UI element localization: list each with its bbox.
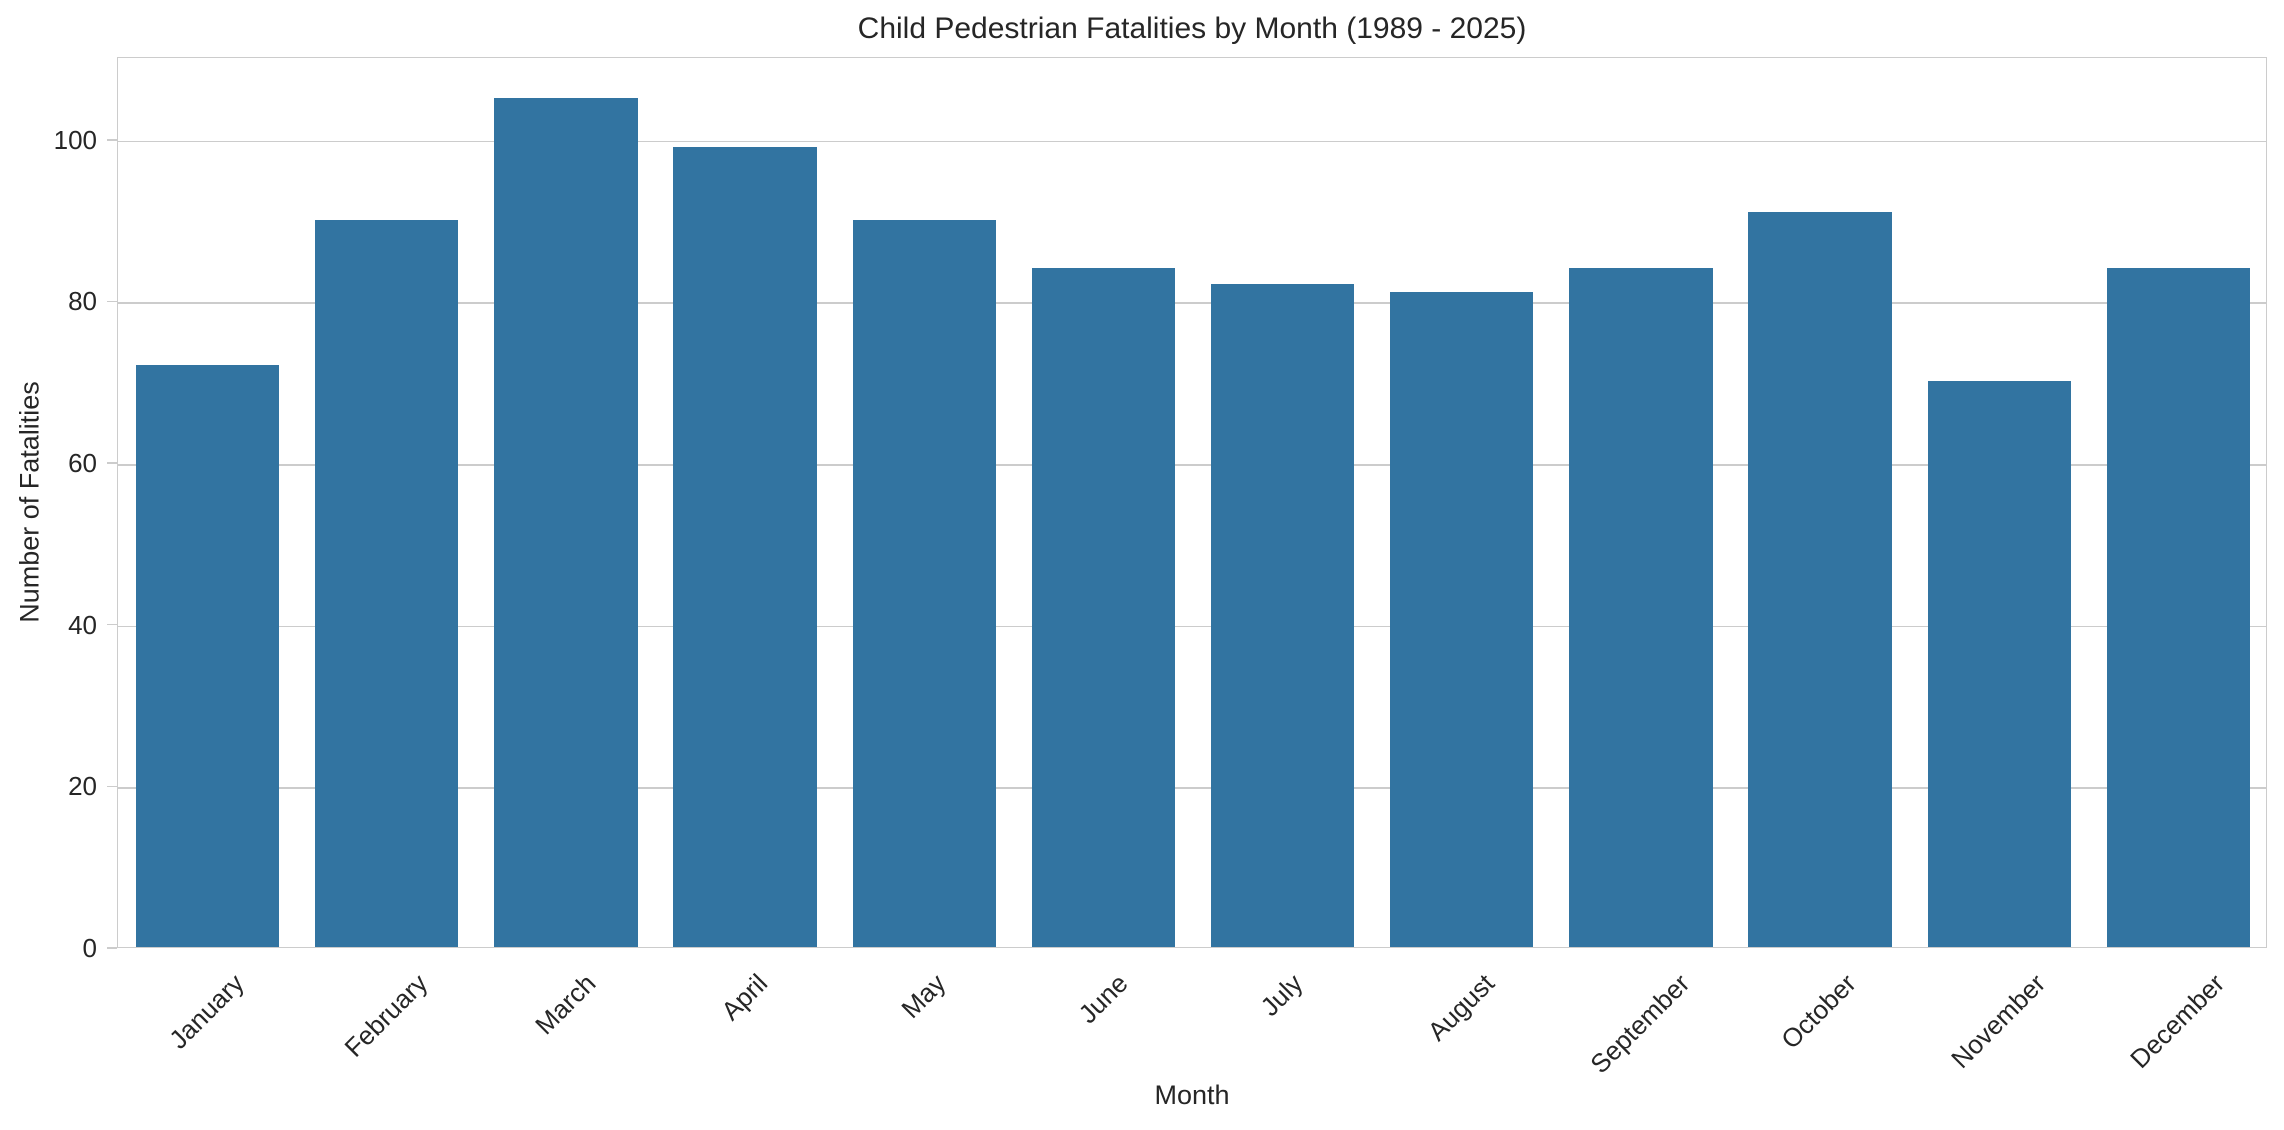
bar-april: [673, 146, 817, 947]
gridline-80: [118, 302, 2266, 304]
x-tick-label-february: February: [338, 968, 434, 1063]
gridline-100: [118, 140, 2266, 143]
bar-january: [135, 365, 280, 947]
x-tick-label-december: December: [2124, 968, 2231, 1075]
y-tick-label-60: 60: [68, 448, 97, 479]
y-tick-mark-20: [107, 785, 117, 788]
y-tick-label-20: 20: [68, 771, 97, 802]
x-axis-label: Month: [1154, 1080, 1230, 1110]
y-tick-label-0: 0: [82, 933, 97, 963]
gridline-20: [118, 787, 2266, 789]
x-tick-label-october: October: [1775, 968, 1863, 1055]
y-axis-label: Number of Fatalities: [14, 381, 45, 623]
bar-december: [2106, 268, 2251, 947]
x-tick-label-march: March: [528, 968, 602, 1041]
x-tick-label-july: July: [1254, 968, 1309, 1022]
x-tick-label-june: June: [1072, 968, 1134, 1030]
bar-february: [315, 219, 459, 947]
bar-november: [1927, 381, 2071, 947]
bar-july: [1210, 284, 1355, 947]
x-tick-label-november: November: [1945, 968, 2052, 1075]
y-tick-mark-100: [107, 139, 117, 141]
plot-area: [117, 57, 2267, 948]
bar-september: [1569, 268, 1713, 947]
x-tick-label-may: May: [895, 968, 952, 1024]
bar-june: [1031, 268, 1176, 947]
gridline-40: [118, 625, 2266, 628]
x-tick-label-january: January: [162, 968, 250, 1055]
x-tick-label-september: September: [1584, 968, 1696, 1080]
y-tick-label-100: 100: [53, 124, 97, 155]
y-tick-mark-60: [107, 462, 117, 464]
y-tick-mark-0: [107, 947, 117, 949]
bar-october: [1748, 211, 1892, 947]
bar-march: [494, 98, 638, 947]
gridline-60: [118, 464, 2266, 466]
bar-may: [852, 219, 996, 947]
chart-title: Child Pedestrian Fatalities by Month (19…: [857, 12, 1527, 45]
y-tick-mark-80: [107, 300, 117, 303]
bar-august: [1390, 292, 1534, 947]
y-tick-mark-40: [107, 623, 117, 626]
y-tick-label-80: 80: [68, 286, 97, 317]
x-tick-label-april: April: [715, 968, 774, 1026]
y-tick-label-40: 40: [68, 609, 97, 640]
x-tick-label-august: August: [1421, 968, 1500, 1047]
